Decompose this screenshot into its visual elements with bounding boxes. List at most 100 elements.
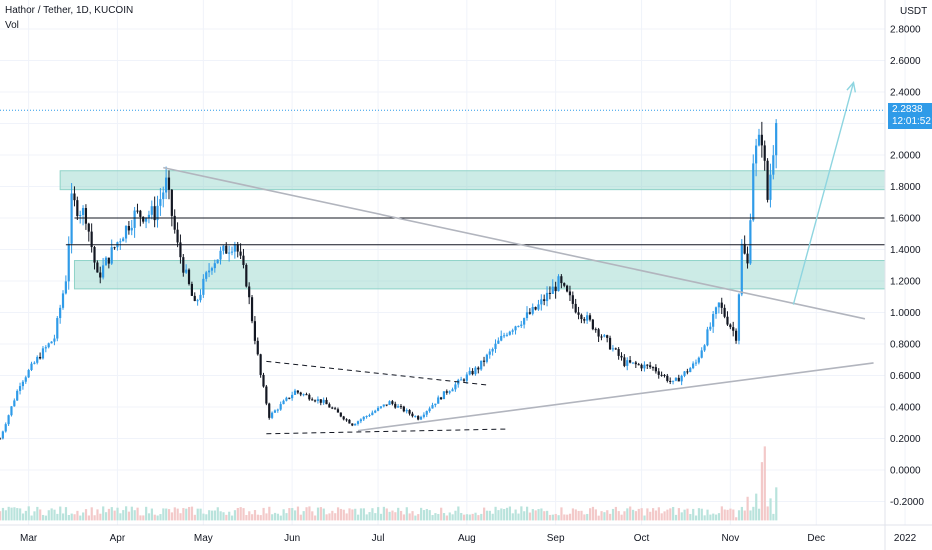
candle-body (437, 397, 440, 404)
candle-body (531, 307, 534, 314)
y-tick-label: 0.6000 (890, 371, 921, 382)
chart-title: Hathor / Tether, 1D, KUCOIN (5, 5, 134, 16)
volume-bar (222, 512, 225, 521)
candle-body (525, 312, 529, 319)
candle-body (651, 367, 655, 369)
volume-bar (259, 515, 262, 521)
volume-bar (505, 507, 509, 521)
volume-bar (210, 510, 214, 521)
volume-bar (462, 514, 466, 521)
candle-body (36, 356, 39, 363)
volume-bar (551, 514, 554, 521)
candle-body (491, 348, 494, 352)
candle-body (233, 244, 236, 252)
candle-body (61, 293, 65, 308)
volume-bar (508, 506, 512, 521)
candle-body (127, 225, 130, 231)
volume-bar (405, 507, 408, 521)
volume-bar (285, 513, 288, 521)
volume-bar (749, 510, 752, 521)
volume-bar (440, 507, 443, 521)
candle-body (694, 362, 698, 364)
candle-body (228, 252, 231, 254)
volume-bar (402, 514, 406, 521)
volume-bar (167, 509, 171, 521)
candle-body (7, 415, 10, 425)
candle-body (124, 225, 128, 239)
volume-bar (657, 507, 660, 521)
candle-body (219, 250, 222, 260)
candle-body (442, 391, 446, 400)
candle-body (47, 343, 50, 348)
volume-bar (110, 507, 113, 521)
volume-bar (228, 511, 231, 521)
volume-bar (626, 508, 629, 521)
volume-bar (451, 514, 454, 521)
candle-body (568, 291, 572, 296)
volume-bar (654, 510, 658, 521)
candle-body (445, 391, 448, 393)
candle-body (288, 397, 291, 399)
candle-body (775, 123, 778, 156)
volume-bar (391, 510, 394, 521)
trendline (357, 362, 874, 432)
volume-bar (377, 507, 380, 521)
volume-bar (202, 513, 205, 521)
volume-bar (775, 487, 778, 521)
volume-bar (617, 511, 620, 521)
volume-bar (586, 513, 589, 521)
candle-body (348, 419, 351, 424)
candle-body (153, 206, 156, 221)
volume-bar (336, 507, 340, 521)
candle-body (173, 215, 176, 230)
volume-bar (225, 514, 228, 521)
volume-bar (422, 510, 426, 521)
volume-bar (21, 513, 25, 521)
candle-body (557, 276, 560, 292)
candle-body (10, 406, 13, 416)
volume-bar (24, 510, 27, 521)
volume-bar (566, 514, 569, 521)
candle-body (382, 404, 385, 407)
volume-bar (680, 512, 683, 521)
candle-body (391, 401, 394, 404)
candle-body (4, 424, 7, 432)
volume-bar (517, 513, 520, 521)
candle-body (574, 303, 577, 313)
volume-bar (594, 509, 597, 521)
candle-body (551, 286, 554, 294)
volume-bar (145, 506, 148, 521)
candle-body (703, 345, 706, 351)
candle-body (110, 247, 113, 264)
last-price: 2.2838 (892, 104, 923, 115)
volume-bar (692, 508, 695, 521)
volume-bar (328, 513, 331, 521)
volume-bar (649, 511, 652, 521)
x-tick-label: Jul (372, 533, 385, 544)
volume-bar (16, 508, 19, 521)
volume-bar (173, 507, 176, 521)
candle-body (210, 268, 214, 271)
candle-body (16, 390, 19, 401)
volume-bar (362, 508, 365, 521)
volume-bar (483, 507, 486, 521)
x-tick-label: Jun (284, 533, 300, 544)
volume-bar (19, 508, 22, 521)
volume-bar (480, 513, 483, 521)
volume-bar (188, 506, 191, 521)
y-tick-label: 2.4000 (890, 88, 921, 99)
candle-body (262, 374, 265, 387)
volume-bar (726, 509, 729, 521)
candle-body (583, 319, 586, 321)
volume-bar (712, 513, 715, 521)
candle-body (308, 394, 311, 400)
candle-body (70, 193, 73, 244)
y-tick-label: 0.2000 (890, 434, 921, 445)
candle-body (460, 379, 463, 381)
candle-body (414, 416, 417, 418)
candle-body (73, 193, 76, 201)
candle-body (517, 325, 520, 327)
candle-body (299, 392, 302, 395)
volume-bar (170, 512, 174, 521)
